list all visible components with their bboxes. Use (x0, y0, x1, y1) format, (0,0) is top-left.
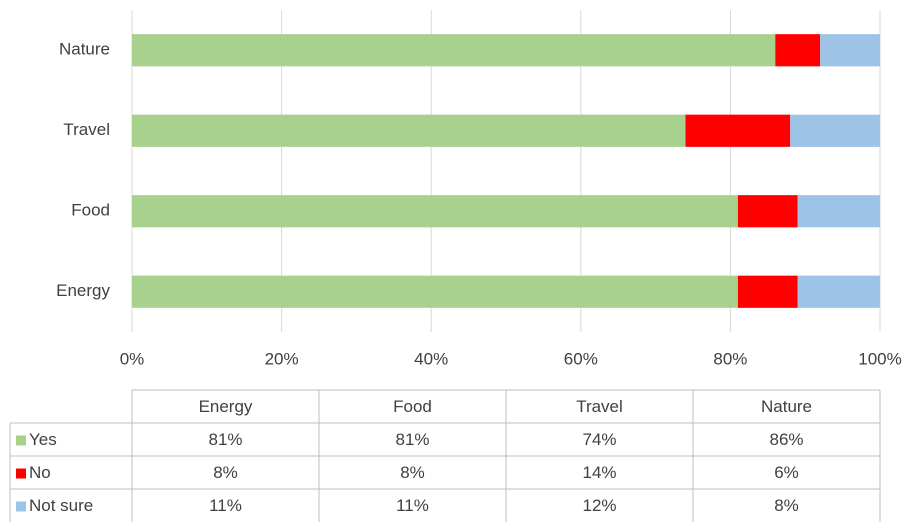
legend-label: Yes (29, 430, 57, 449)
bar-segment (775, 34, 821, 67)
x-tick-label: 60% (564, 349, 598, 368)
x-tick-label: 20% (265, 349, 299, 368)
bar-segment (132, 34, 776, 67)
table-cell: 8% (400, 463, 425, 482)
y-tick-label: Travel (63, 120, 110, 139)
table-header: Nature (761, 397, 812, 416)
table-cell: 14% (582, 463, 616, 482)
y-tick-label: Nature (59, 40, 110, 59)
table-cell: 12% (582, 496, 616, 515)
legend-swatch (16, 468, 26, 479)
bar-segment (790, 114, 880, 147)
y-tick-label: Food (71, 201, 110, 220)
table-cell: 8% (774, 496, 799, 515)
bar-segment (132, 275, 738, 308)
table-cell: 74% (582, 430, 616, 449)
bar-segment (685, 114, 791, 147)
table-cell: 8% (213, 463, 238, 482)
table-cell: 6% (774, 463, 799, 482)
table-cell: 11% (396, 496, 429, 515)
bar-segment (820, 34, 880, 67)
table-header: Energy (199, 397, 253, 416)
y-tick-label: Energy (56, 281, 110, 300)
bar-segment (132, 195, 738, 228)
x-tick-label: 0% (120, 349, 145, 368)
table-cell: 81% (208, 430, 242, 449)
bar-segment (737, 275, 798, 308)
x-tick-label: 40% (414, 349, 448, 368)
table-cell: 81% (395, 430, 429, 449)
bar-segment (132, 114, 686, 147)
legend-swatch (16, 435, 26, 446)
bar-segment (797, 275, 880, 308)
x-tick-label: 100% (858, 349, 901, 368)
table-cell: 11% (209, 496, 242, 515)
x-tick-label: 80% (713, 349, 747, 368)
table-header: Travel (576, 397, 623, 416)
legend-label: Not sure (29, 496, 93, 515)
bar-segment (797, 195, 880, 228)
table-cell: 86% (769, 430, 803, 449)
legend-label: No (29, 463, 51, 482)
legend-swatch (16, 501, 26, 512)
bar-segment (737, 195, 798, 228)
table-header: Food (393, 397, 432, 416)
